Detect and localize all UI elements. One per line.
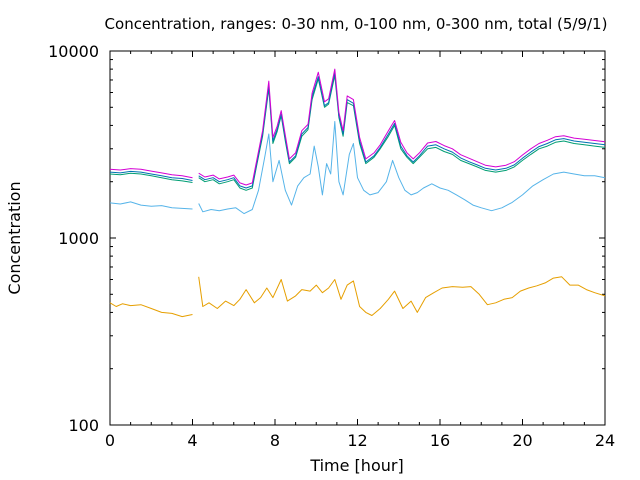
y-tick-label: 1000 [58,229,99,248]
series-3-line-segment-0 [109,170,193,181]
series-4-line-segment-1 [198,68,606,186]
series-3-line-segment-1 [198,71,606,189]
series-2-line-segment-0 [109,172,193,183]
x-tick-label: 20 [512,431,532,450]
y-tick-label: 10000 [48,42,99,61]
axis-ticks: 0 4 8 12 16 20 24 100 1000 10000 [48,42,615,450]
series-2-line-segment-1 [198,75,606,191]
series-0-line-segment-1 [198,276,606,316]
y-axis-label: Concentration [5,181,24,294]
x-tick-label: 0 [105,431,115,450]
x-tick-label: 8 [270,431,280,450]
series-group [109,68,606,318]
x-tick-label: 4 [187,431,197,450]
y-tick-label: 100 [68,416,99,435]
plot-frame [109,50,606,426]
series-4-line-segment-0 [109,168,193,179]
x-tick-label: 16 [430,431,450,450]
x-axis-label: Time [hour] [309,456,403,475]
x-tick-label: 12 [347,431,367,450]
series-1-line-segment-1 [198,121,606,215]
chart-title: Concentration, ranges: 0-30 nm, 0-100 nm… [105,15,608,33]
x-tick-label: 24 [595,431,615,450]
series-0-line-segment-0 [109,302,193,318]
series-1-line-segment-0 [109,201,193,210]
